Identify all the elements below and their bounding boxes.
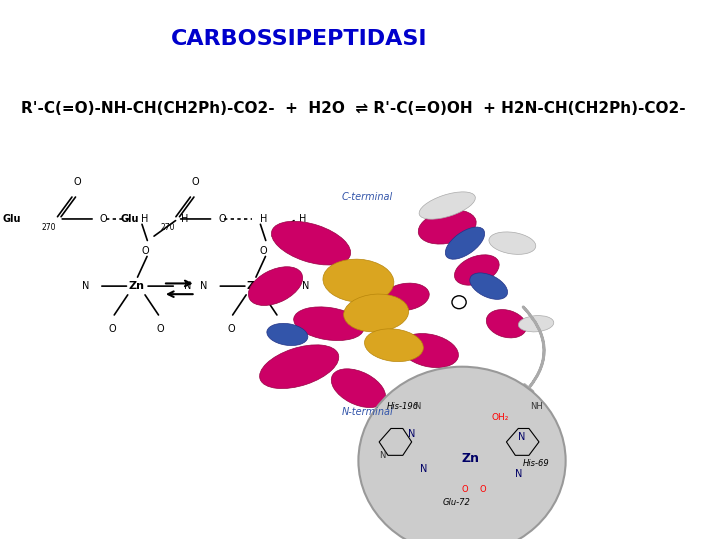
- Text: 270: 270: [160, 222, 174, 232]
- Ellipse shape: [486, 309, 526, 338]
- Text: N: N: [515, 469, 522, 479]
- Ellipse shape: [260, 345, 339, 389]
- Text: CARBOSSIPEPTIDASI: CARBOSSIPEPTIDASI: [171, 29, 428, 49]
- Text: Glu: Glu: [2, 214, 21, 224]
- Text: His-196: His-196: [387, 402, 419, 411]
- Text: O: O: [260, 246, 268, 256]
- Ellipse shape: [248, 267, 302, 306]
- Text: O: O: [141, 246, 149, 256]
- Ellipse shape: [294, 307, 364, 341]
- Ellipse shape: [382, 283, 429, 310]
- Ellipse shape: [392, 381, 443, 407]
- Text: NH: NH: [530, 402, 542, 411]
- Text: His-69: His-69: [523, 459, 549, 468]
- Text: O: O: [218, 214, 225, 224]
- Text: R'-C(=O)-NH-CH(CH2Ph)-CO2-  +  H2O  ⇌ R'-C(=O)OH  + H2N-CH(CH2Ph)-CO2-: R'-C(=O)-NH-CH(CH2Ph)-CO2- + H2O ⇌ R'-C(…: [21, 102, 685, 116]
- Ellipse shape: [331, 369, 385, 408]
- Ellipse shape: [418, 210, 476, 244]
- Text: H: H: [300, 214, 307, 224]
- Text: O: O: [480, 485, 486, 494]
- Ellipse shape: [469, 273, 508, 299]
- Text: Zn: Zn: [128, 281, 145, 291]
- Ellipse shape: [489, 232, 536, 254]
- Text: Zn: Zn: [247, 281, 263, 291]
- Ellipse shape: [400, 334, 459, 368]
- Text: OH₂: OH₂: [492, 413, 509, 422]
- Text: N: N: [81, 281, 89, 291]
- FancyArrowPatch shape: [523, 307, 544, 394]
- Text: N: N: [408, 429, 415, 439]
- Ellipse shape: [343, 294, 409, 332]
- Text: O: O: [156, 323, 164, 334]
- Ellipse shape: [364, 329, 423, 362]
- Ellipse shape: [323, 259, 394, 302]
- Text: N: N: [518, 431, 525, 442]
- Text: O: O: [99, 214, 107, 224]
- Text: O: O: [274, 323, 282, 334]
- Text: O: O: [73, 177, 81, 187]
- Ellipse shape: [267, 323, 308, 346]
- Circle shape: [359, 367, 566, 540]
- Text: N: N: [379, 451, 385, 460]
- Text: C-terminal: C-terminal: [342, 192, 393, 202]
- Ellipse shape: [445, 227, 485, 259]
- Text: O: O: [192, 177, 199, 187]
- Text: H: H: [259, 214, 267, 224]
- Text: Glu-72: Glu-72: [442, 497, 470, 507]
- Text: 270: 270: [42, 222, 56, 232]
- Text: N: N: [302, 281, 310, 291]
- Ellipse shape: [419, 192, 475, 219]
- Text: N: N: [184, 281, 191, 291]
- Text: O: O: [109, 323, 117, 334]
- Text: O: O: [228, 323, 235, 334]
- Text: Glu: Glu: [121, 214, 140, 224]
- Text: H: H: [181, 214, 188, 224]
- Text: H: H: [141, 214, 148, 224]
- Ellipse shape: [454, 255, 499, 285]
- Ellipse shape: [518, 315, 554, 332]
- Text: N: N: [420, 464, 427, 474]
- Text: N-terminal: N-terminal: [341, 407, 393, 417]
- Text: Zn: Zn: [462, 451, 480, 464]
- Text: O: O: [462, 485, 468, 494]
- Text: N: N: [415, 402, 420, 411]
- Text: N: N: [200, 281, 207, 291]
- Ellipse shape: [271, 221, 351, 265]
